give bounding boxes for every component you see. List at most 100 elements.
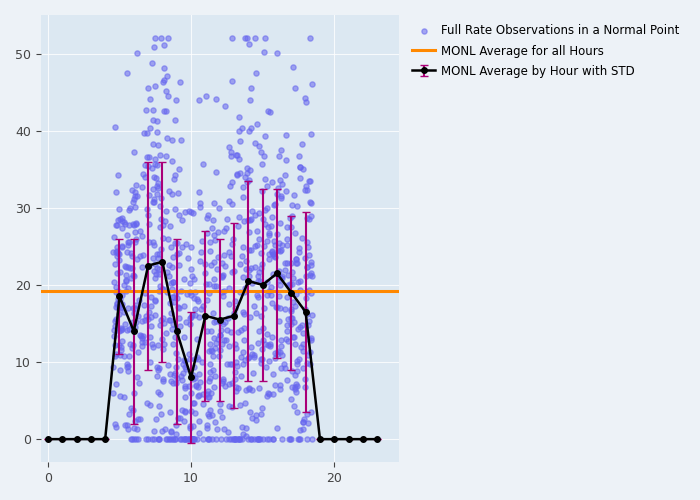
Full Rate Observations in a Normal Point [164,222,176,230]
Full Rate Observations in a Normal Point [188,435,199,443]
Full Rate Observations in a Normal Point [233,128,244,136]
Full Rate Observations in a Normal Point [169,298,180,306]
Full Rate Observations in a Normal Point [169,205,180,213]
Full Rate Observations in a Normal Point [149,34,160,42]
Full Rate Observations in a Normal Point [193,382,204,390]
Full Rate Observations in a Normal Point [267,434,279,442]
Full Rate Observations in a Normal Point [216,273,228,281]
Full Rate Observations in a Normal Point [176,376,188,384]
Full Rate Observations in a Normal Point [298,364,309,372]
Full Rate Observations in a Normal Point [286,314,297,322]
Full Rate Observations in a Normal Point [117,242,128,250]
Full Rate Observations in a Normal Point [272,190,283,198]
Full Rate Observations in a Normal Point [209,282,220,290]
Full Rate Observations in a Normal Point [288,298,299,306]
Full Rate Observations in a Normal Point [120,277,132,285]
Full Rate Observations in a Normal Point [212,252,223,260]
Full Rate Observations in a Normal Point [286,320,297,328]
Full Rate Observations in a Normal Point [227,234,238,242]
Full Rate Observations in a Normal Point [110,288,121,296]
Full Rate Observations in a Normal Point [262,390,273,398]
Full Rate Observations in a Normal Point [124,410,135,418]
Full Rate Observations in a Normal Point [113,303,124,311]
Full Rate Observations in a Normal Point [202,390,213,398]
Full Rate Observations in a Normal Point [305,269,316,277]
Full Rate Observations in a Normal Point [258,304,270,312]
Full Rate Observations in a Normal Point [230,388,241,396]
Full Rate Observations in a Normal Point [285,305,296,313]
Full Rate Observations in a Normal Point [286,201,297,209]
Full Rate Observations in a Normal Point [149,260,160,268]
Full Rate Observations in a Normal Point [234,169,246,177]
Full Rate Observations in a Normal Point [258,324,269,332]
Full Rate Observations in a Normal Point [194,391,205,399]
Full Rate Observations in a Normal Point [306,199,317,207]
Full Rate Observations in a Normal Point [144,402,155,409]
Full Rate Observations in a Normal Point [290,290,301,298]
Full Rate Observations in a Normal Point [270,200,281,207]
Full Rate Observations in a Normal Point [122,263,134,271]
Full Rate Observations in a Normal Point [188,370,199,378]
Full Rate Observations in a Normal Point [279,170,290,178]
Full Rate Observations in a Normal Point [246,435,257,443]
Full Rate Observations in a Normal Point [232,328,243,336]
Full Rate Observations in a Normal Point [245,96,256,104]
Full Rate Observations in a Normal Point [234,435,246,443]
Full Rate Observations in a Normal Point [241,432,252,440]
Full Rate Observations in a Normal Point [109,420,120,428]
Full Rate Observations in a Normal Point [204,374,216,382]
Full Rate Observations in a Normal Point [126,404,137,411]
Full Rate Observations in a Normal Point [300,272,312,280]
Full Rate Observations in a Normal Point [170,350,181,358]
Full Rate Observations in a Normal Point [222,326,233,334]
Full Rate Observations in a Normal Point [153,435,164,443]
Full Rate Observations in a Normal Point [265,342,276,350]
Full Rate Observations in a Normal Point [210,372,221,380]
Full Rate Observations in a Normal Point [210,282,221,290]
Full Rate Observations in a Normal Point [244,353,255,361]
Full Rate Observations in a Normal Point [302,351,314,359]
Full Rate Observations in a Normal Point [114,366,125,374]
Full Rate Observations in a Normal Point [155,150,166,158]
Full Rate Observations in a Normal Point [225,152,237,160]
Full Rate Observations in a Normal Point [165,427,176,435]
Full Rate Observations in a Normal Point [170,116,181,124]
Full Rate Observations in a Normal Point [119,262,130,270]
Full Rate Observations in a Normal Point [214,318,225,326]
Full Rate Observations in a Normal Point [282,338,293,345]
Full Rate Observations in a Normal Point [248,435,260,443]
Full Rate Observations in a Normal Point [246,124,257,132]
Full Rate Observations in a Normal Point [139,316,150,324]
Full Rate Observations in a Normal Point [110,260,121,268]
Full Rate Observations in a Normal Point [241,257,252,265]
Full Rate Observations in a Normal Point [281,334,292,342]
Full Rate Observations in a Normal Point [249,212,260,220]
Full Rate Observations in a Normal Point [143,212,154,220]
Full Rate Observations in a Normal Point [112,242,123,250]
Full Rate Observations in a Normal Point [108,248,119,256]
Full Rate Observations in a Normal Point [204,360,216,368]
Full Rate Observations in a Normal Point [246,207,258,215]
Full Rate Observations in a Normal Point [116,325,127,333]
Full Rate Observations in a Normal Point [257,214,268,222]
Full Rate Observations in a Normal Point [256,358,267,366]
Full Rate Observations in a Normal Point [205,340,216,348]
Full Rate Observations in a Normal Point [149,312,160,320]
Full Rate Observations in a Normal Point [128,148,139,156]
Full Rate Observations in a Normal Point [111,300,122,308]
Full Rate Observations in a Normal Point [230,340,241,347]
Full Rate Observations in a Normal Point [281,376,293,384]
Full Rate Observations in a Normal Point [133,312,144,320]
Full Rate Observations in a Normal Point [306,435,317,443]
Full Rate Observations in a Normal Point [158,41,169,49]
Full Rate Observations in a Normal Point [217,259,228,267]
Full Rate Observations in a Normal Point [162,72,173,80]
Full Rate Observations in a Normal Point [218,336,230,344]
Full Rate Observations in a Normal Point [158,78,169,86]
Full Rate Observations in a Normal Point [242,354,253,362]
Full Rate Observations in a Normal Point [234,137,246,145]
Full Rate Observations in a Normal Point [178,417,190,425]
Full Rate Observations in a Normal Point [291,258,302,266]
Full Rate Observations in a Normal Point [118,218,130,226]
Full Rate Observations in a Normal Point [149,155,160,163]
